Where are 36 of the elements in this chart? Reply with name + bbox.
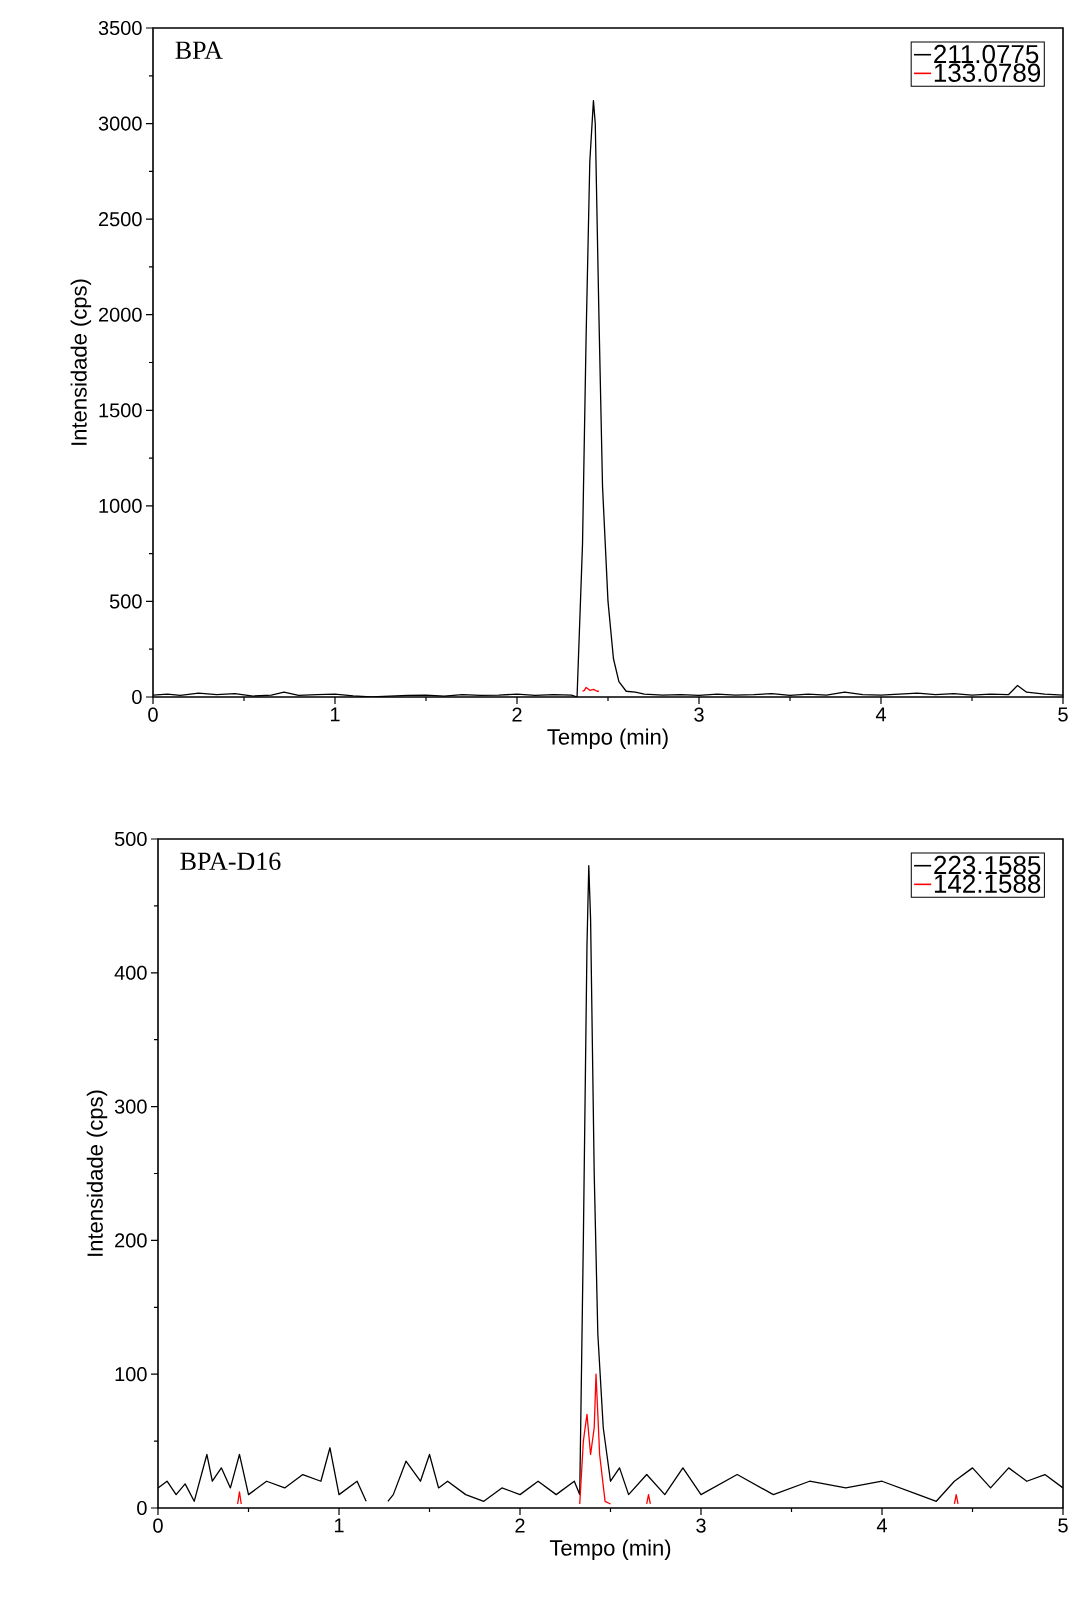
y-axis-title: Intensidade (cps) (70, 279, 92, 445)
x-tick-label: 0 (153, 1518, 163, 1533)
x-tick-label: 3 (694, 707, 704, 722)
x-axis-title: Tempo (min) (549, 1539, 671, 1561)
legend-label: 211.0775 (934, 44, 1039, 64)
y-tick-label: 3500 (98, 20, 142, 36)
y-tick-label: 1000 (99, 498, 142, 513)
y-tick-label: 400 (114, 965, 147, 980)
y-tick-label: 3000 (98, 116, 142, 131)
x-tick-label: 1 (334, 1518, 344, 1533)
legend-label: 133.0789 (934, 63, 1041, 82)
y-tick-label: 500 (114, 831, 147, 847)
y-tick-label: 200 (115, 1233, 147, 1248)
y-tick-label: 2000 (98, 307, 142, 322)
legend-label: 223.1585 (934, 855, 1041, 875)
x-tick-label: 5 (1058, 707, 1068, 722)
x-tick-label: 1 (330, 707, 340, 722)
y-axis-title: Intensidade (cps) (86, 1090, 108, 1256)
x-tick-label: 3 (696, 1518, 706, 1533)
y-tick-label: 0 (137, 1500, 147, 1516)
x-tick-label: 2 (515, 1518, 525, 1533)
y-tick-label: 2500 (98, 212, 142, 227)
legend-label: 142.1588 (934, 874, 1041, 893)
x-axis-title: Tempo (min) (547, 728, 668, 750)
annotation: BPA (175, 41, 223, 59)
y-tick-label: 300 (114, 1099, 147, 1114)
y-tick-label: 100 (115, 1367, 147, 1382)
x-tick-label: 0 (148, 707, 158, 722)
x-tick-label: 4 (876, 1518, 887, 1533)
y-tick-label: 500 (109, 594, 142, 609)
y-tick-label: 1500 (99, 403, 142, 418)
x-tick-label: 5 (1058, 1518, 1068, 1533)
y-tick-label: 0 (132, 689, 142, 705)
annotation: BPA-D16 (180, 852, 281, 871)
x-tick-label: 4 (875, 707, 886, 722)
x-tick-label: 2 (512, 707, 522, 722)
